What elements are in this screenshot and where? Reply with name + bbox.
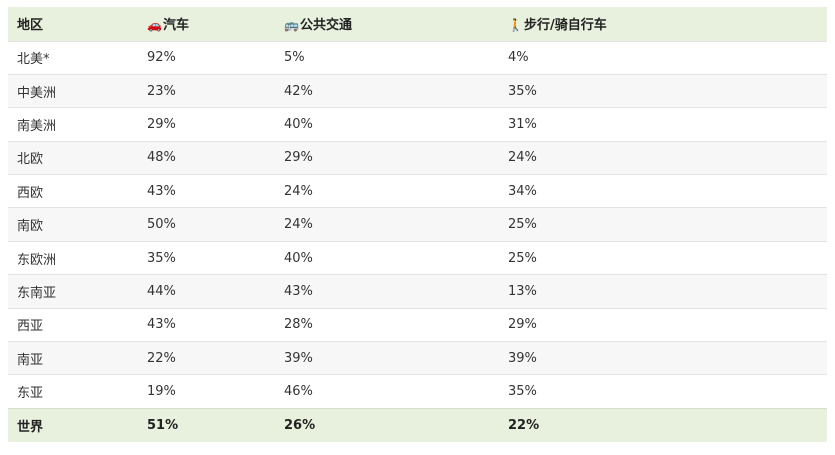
cell-region: 南亚 (17, 352, 44, 368)
footer-car: 51% (147, 418, 179, 434)
cell-car: 23% (147, 83, 176, 99)
header-transit: 🚌公共交通 (275, 7, 499, 41)
cell-transit: 28% (284, 317, 313, 333)
bus-icon: 🚌 (284, 18, 299, 33)
cell-walk: 35% (508, 83, 537, 99)
total-row: 世界 51% 26% 22% (8, 408, 827, 443)
header-region: 地区 (17, 18, 44, 34)
cell-car: 43% (147, 183, 176, 199)
cell-walk: 25% (508, 250, 537, 266)
footer-transit: 26% (284, 418, 316, 434)
table-row: 北美* 92% 5% 4% (8, 41, 827, 74)
table-row: 西亚 43% 28% 29% (8, 308, 827, 341)
cell-transit: 42% (284, 83, 313, 99)
table-header: 地区 🚗汽车 🚌公共交通 🚶步行/骑自行车 (8, 7, 827, 41)
cell-transit: 39% (284, 350, 313, 366)
cell-region: 东欧洲 (17, 252, 57, 268)
table-footer: 世界 51% 26% 22% (8, 408, 827, 443)
header-car: 🚗汽车 (138, 7, 275, 41)
cell-walk: 13% (508, 283, 537, 299)
header-transit-label: 公共交通 (299, 18, 352, 34)
cell-region: 西亚 (17, 319, 44, 335)
cell-transit: 24% (284, 217, 313, 233)
cell-car: 19% (147, 384, 176, 400)
table-row: 北欧 48% 29% 24% (8, 141, 827, 175)
cell-region: 西欧 (17, 185, 44, 201)
table-row: 东欧洲 35% 40% 25% (8, 241, 827, 274)
table-row: 东亚 19% 46% 35% (8, 374, 827, 408)
car-icon: 🚗 (147, 18, 162, 33)
cell-car: 48% (147, 150, 176, 166)
header-row: 地区 🚗汽车 🚌公共交通 🚶步行/骑自行车 (8, 7, 827, 41)
cell-car: 35% (147, 250, 176, 266)
cell-walk: 29% (508, 317, 537, 333)
cell-region: 东亚 (17, 386, 44, 402)
table-row: 东南亚 44% 43% 13% (8, 274, 827, 309)
cell-transit: 24% (284, 183, 313, 199)
cell-region: 南美洲 (17, 118, 57, 134)
cell-region: 东南亚 (17, 285, 57, 301)
cell-region: 北美* (17, 52, 50, 68)
cell-transit: 40% (284, 250, 313, 266)
cell-car: 43% (147, 317, 176, 333)
cell-region: 南欧 (17, 219, 44, 235)
header-car-label: 汽车 (162, 18, 189, 34)
cell-walk: 31% (508, 116, 537, 132)
table-row: 南亚 22% 39% 39% (8, 341, 827, 375)
cell-car: 50% (147, 217, 176, 233)
cell-car: 22% (147, 350, 176, 366)
cell-transit: 43% (284, 283, 313, 299)
header-walk-label: 步行/骑自行车 (523, 18, 607, 34)
cell-region: 中美洲 (17, 85, 57, 101)
cell-walk: 35% (508, 384, 537, 400)
cell-walk: 34% (508, 183, 537, 199)
table-row: 南美洲 29% 40% 31% (8, 107, 827, 141)
cell-region: 北欧 (17, 152, 44, 168)
table-row: 西欧 43% 24% 34% (8, 174, 827, 208)
transport-mode-table: 地区 🚗汽车 🚌公共交通 🚶步行/骑自行车 北美* 92% 5% 4% 中美洲 … (8, 7, 827, 443)
table-body: 北美* 92% 5% 4% 中美洲 23% 42% 35% 南美洲 29% 40… (8, 41, 827, 408)
table-row: 中美洲 23% 42% 35% (8, 74, 827, 108)
cell-transit: 40% (284, 116, 313, 132)
cell-walk: 39% (508, 350, 537, 366)
cell-car: 92% (147, 50, 176, 66)
data-table: 地区 🚗汽车 🚌公共交通 🚶步行/骑自行车 北美* 92% 5% 4% 中美洲 … (8, 7, 827, 443)
cell-walk: 24% (508, 150, 537, 166)
cell-transit: 5% (284, 50, 305, 66)
table-row: 南欧 50% 24% 25% (8, 207, 827, 242)
cell-car: 29% (147, 116, 176, 132)
pedestrian-icon: 🚶 (508, 18, 523, 33)
cell-walk: 25% (508, 217, 537, 233)
cell-walk: 4% (508, 50, 529, 66)
footer-walk: 22% (508, 418, 540, 434)
header-walk: 🚶步行/骑自行车 (499, 7, 827, 41)
cell-car: 44% (147, 283, 176, 299)
cell-transit: 46% (284, 384, 313, 400)
footer-region: 世界 (17, 420, 44, 436)
cell-transit: 29% (284, 150, 313, 166)
